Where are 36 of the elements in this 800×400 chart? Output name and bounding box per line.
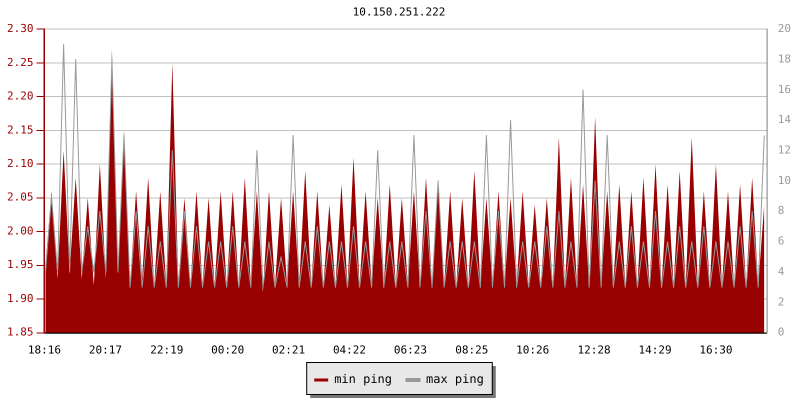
x-tick-label: 08:25 (455, 343, 488, 356)
y2-tick-label: 18 (778, 52, 792, 66)
x-tick-label: 10:26 (516, 343, 550, 356)
y2-tick-label: 12 (778, 144, 792, 156)
y-tick-label: 2.00 (6, 224, 34, 238)
y2-tick-label: 20 (778, 22, 792, 36)
y-tick-label: 2.05 (6, 190, 34, 204)
y-tick-label: 1.85 (6, 326, 34, 339)
y-tick-label: 1.90 (6, 292, 34, 305)
y2-tick-label: 0 (778, 326, 784, 339)
y-tick-label: 2.10 (6, 156, 34, 170)
chart-title: 10.150.251.222 (352, 5, 446, 18)
y-tick-label: 2.15 (6, 123, 34, 136)
x-tick-label: 22:19 (150, 343, 184, 356)
x-tick-label: 02:21 (272, 343, 306, 356)
x-tick-label: 00:20 (211, 343, 244, 356)
y2-tick-label: 4 (778, 264, 785, 278)
y2-tick-label: 6 (778, 234, 784, 248)
x-tick-label: 04:22 (332, 343, 366, 356)
x-tick-label: 16:30 (699, 343, 732, 356)
x-tick-label: 14:29 (638, 343, 672, 356)
x-tick-label: 18:16 (28, 343, 62, 356)
x-tick-label: 20:17 (88, 343, 122, 356)
legend-label: min ping (334, 372, 392, 386)
y2-tick-label: 14 (778, 113, 792, 126)
x-tick-label: 12:28 (578, 343, 611, 356)
y-tick-label: 1.95 (6, 258, 34, 272)
y-tick-label: 2.20 (6, 90, 34, 103)
legend-label: max ping (426, 372, 484, 386)
y2-tick-label: 8 (778, 204, 784, 218)
y2-tick-label: 2 (778, 295, 784, 308)
y2-tick-label: 16 (778, 82, 792, 96)
x-tick-label: 06:23 (394, 343, 427, 356)
y-tick-label: 2.30 (6, 22, 34, 36)
y2-tick-label: 10 (778, 174, 792, 187)
y-tick-label: 2.25 (6, 56, 34, 69)
